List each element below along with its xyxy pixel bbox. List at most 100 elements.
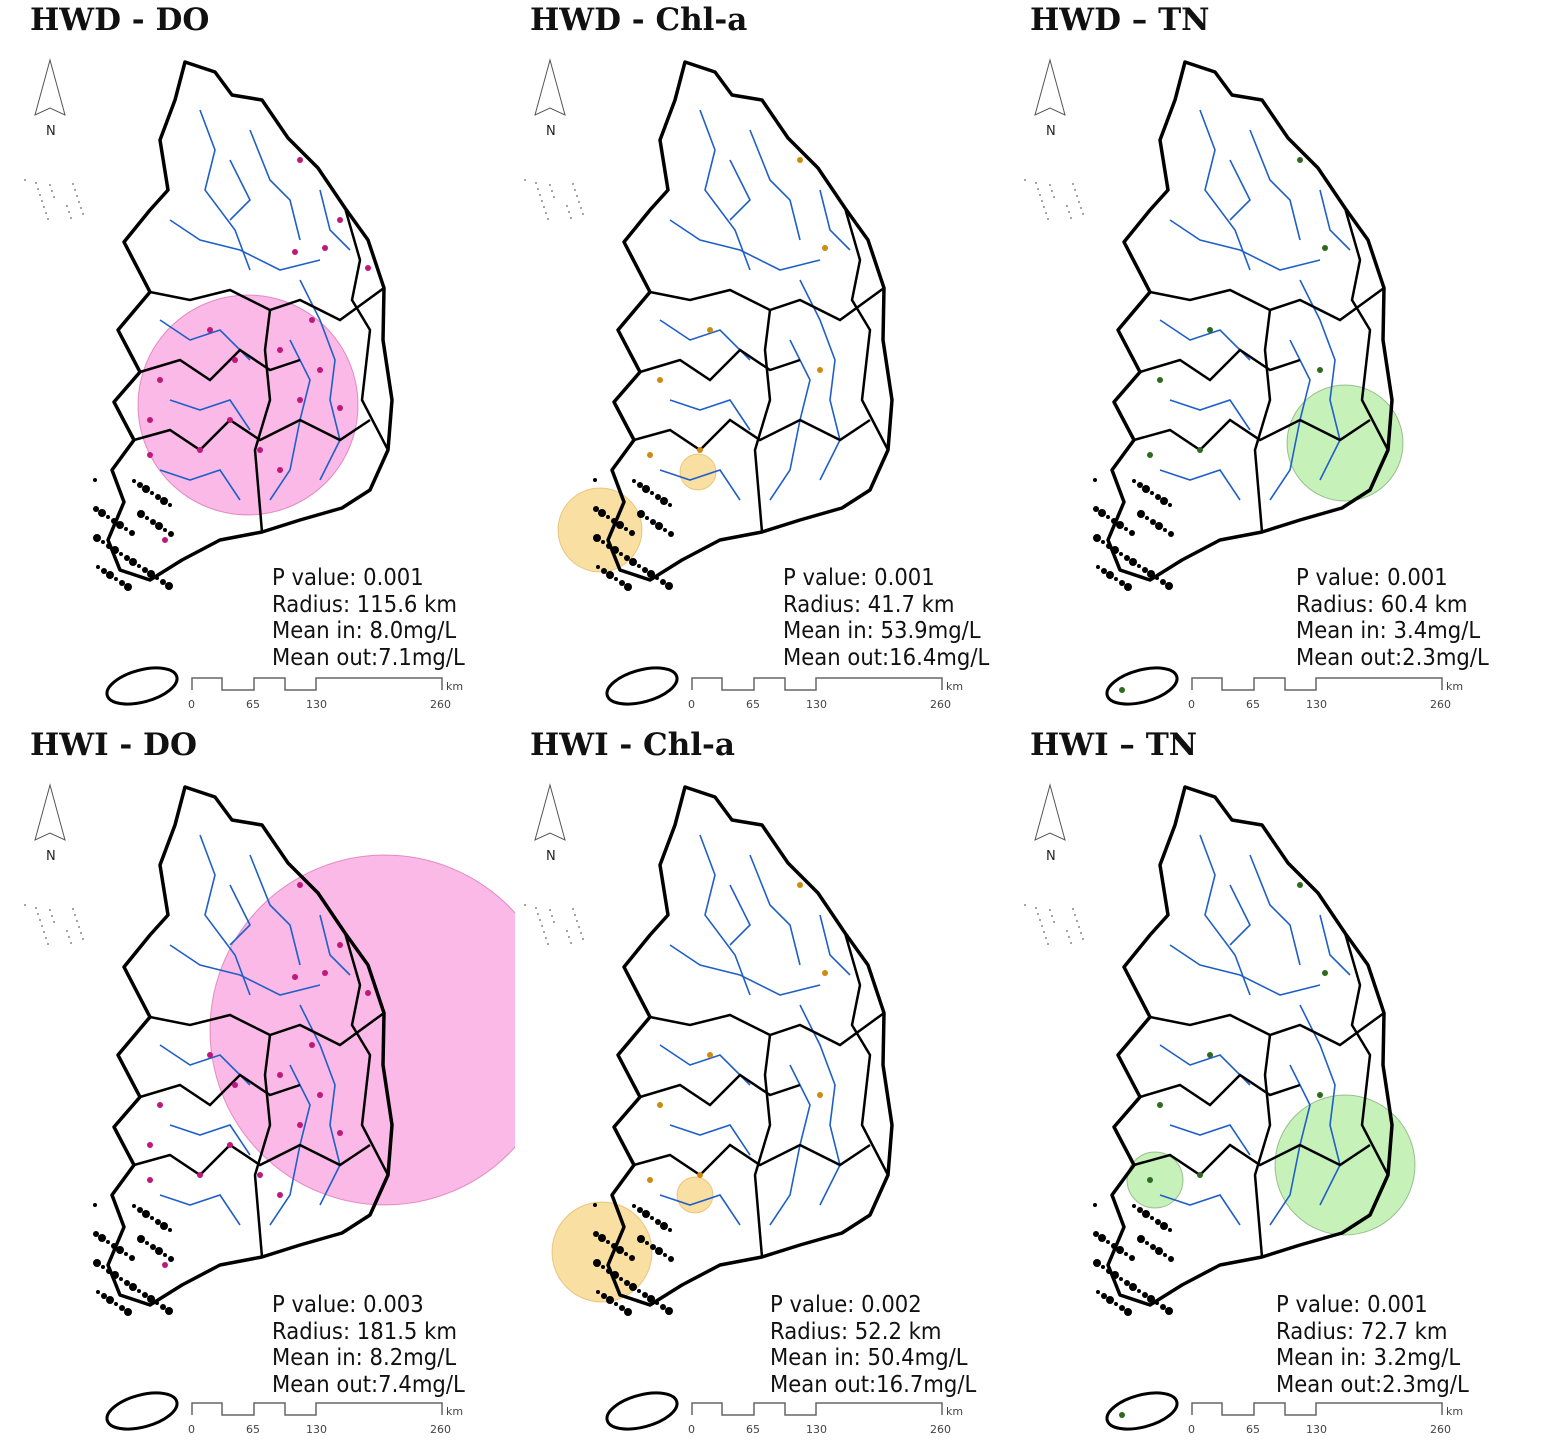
island	[574, 914, 576, 916]
island	[132, 479, 136, 483]
basin-boundary	[133, 418, 371, 452]
island	[601, 1293, 607, 1299]
island	[163, 1253, 167, 1257]
island	[616, 521, 624, 529]
monitoring-site	[1297, 882, 1303, 888]
monitoring-site	[647, 452, 653, 458]
river	[819, 914, 851, 976]
scale-bar	[1191, 1402, 1443, 1416]
north-arrow-icon	[1034, 58, 1066, 116]
island	[578, 926, 580, 928]
island	[1047, 943, 1049, 945]
island	[1037, 188, 1039, 190]
island	[47, 218, 49, 220]
island	[76, 195, 78, 197]
korea-outline	[606, 785, 894, 1307]
island	[1119, 552, 1123, 556]
island	[1155, 494, 1161, 500]
north-label: N	[46, 124, 56, 139]
island	[1129, 1255, 1135, 1261]
scale-tick: 130	[306, 1423, 327, 1436]
island	[1116, 1246, 1124, 1254]
island	[606, 1240, 610, 1244]
island	[160, 497, 168, 505]
north-label: N	[46, 849, 56, 864]
island	[624, 1280, 630, 1286]
island	[629, 530, 635, 536]
island	[541, 200, 543, 202]
cluster-circle	[1274, 1094, 1416, 1236]
island	[645, 516, 649, 520]
island	[1093, 506, 1099, 512]
island	[39, 194, 41, 196]
island	[642, 567, 648, 573]
island	[137, 510, 145, 518]
island	[1076, 920, 1078, 922]
island	[570, 217, 572, 219]
river	[169, 219, 321, 271]
island	[1142, 1292, 1148, 1298]
island	[655, 522, 663, 530]
island	[1096, 1290, 1100, 1294]
island	[1093, 478, 1097, 482]
island	[1047, 218, 1049, 220]
island	[545, 212, 547, 214]
island	[553, 921, 555, 923]
island	[576, 195, 578, 197]
north-arrow-icon	[1034, 783, 1066, 841]
river	[659, 469, 741, 501]
river	[299, 279, 341, 481]
island	[668, 1228, 672, 1232]
island	[1124, 1308, 1132, 1316]
island	[155, 494, 161, 500]
scale-tick: 130	[806, 1423, 827, 1436]
river	[799, 1004, 841, 1206]
island	[1076, 195, 1078, 197]
scale-tick: 260	[430, 1423, 451, 1436]
island	[137, 482, 143, 488]
island	[1142, 485, 1150, 493]
island	[1070, 942, 1072, 944]
island	[168, 531, 174, 537]
island	[142, 567, 148, 573]
monitoring-site	[1297, 157, 1303, 163]
island	[637, 510, 645, 518]
korea-outline	[106, 785, 394, 1307]
island	[51, 915, 53, 917]
scale-unit: km	[946, 680, 964, 693]
island	[572, 908, 574, 910]
island	[1147, 1295, 1155, 1303]
monitoring-site	[1197, 447, 1203, 453]
island	[1160, 1304, 1166, 1310]
island	[576, 920, 578, 922]
island	[566, 930, 568, 932]
island	[106, 515, 110, 519]
river	[1199, 834, 1251, 996]
scale-tick: 0	[188, 1423, 195, 1436]
island	[655, 1247, 663, 1255]
monitoring-site	[317, 1092, 323, 1098]
scale-tick: 130	[1306, 1423, 1327, 1436]
scale-tick: 65	[1246, 698, 1260, 711]
panel-title: HWI – TN	[1030, 727, 1198, 763]
river	[729, 884, 751, 946]
island	[665, 1307, 673, 1315]
stat-mean-in: Mean in: 53.9mg/L	[783, 618, 981, 644]
island	[1049, 909, 1051, 911]
island	[124, 583, 132, 591]
island	[624, 555, 630, 561]
cluster-circle	[676, 1176, 714, 1214]
monitoring-site	[657, 377, 663, 383]
river	[1229, 884, 1251, 946]
monitoring-site	[257, 447, 263, 453]
scale-bar	[191, 1402, 443, 1416]
island	[1041, 925, 1043, 927]
north-arrow-icon	[534, 58, 566, 116]
monitoring-site	[309, 317, 315, 323]
island	[582, 213, 584, 215]
panel-title: HWI - Chl-a	[530, 727, 735, 763]
island	[1129, 558, 1137, 566]
monitoring-site	[227, 1142, 233, 1148]
island	[155, 522, 163, 530]
island	[1129, 530, 1135, 536]
